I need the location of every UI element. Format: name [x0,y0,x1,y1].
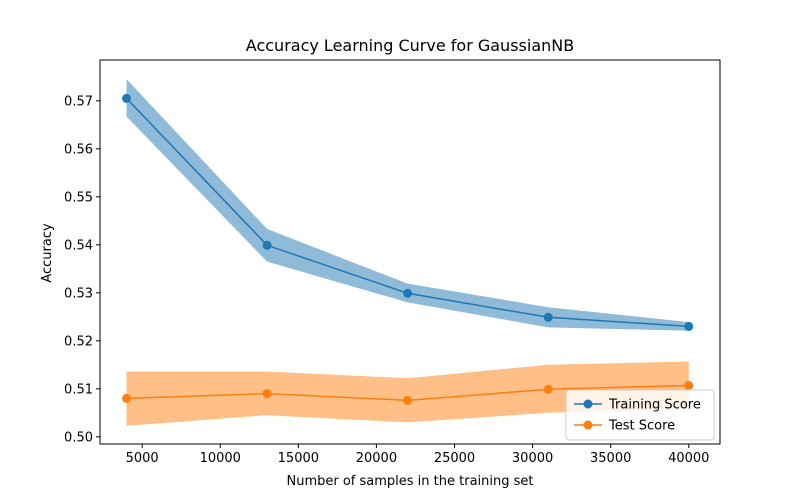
y-tick-label: 0.57 [64,94,93,109]
y-tick-label: 0.56 [64,142,93,157]
training-score-point [403,288,413,298]
test-score-band [126,361,689,426]
y-tick-label: 0.51 [64,382,93,397]
x-tick-label: 30000 [512,451,553,466]
legend-box [565,389,715,441]
training-score-point [543,312,553,322]
training-score-point [262,240,272,250]
x-tick-label: 35000 [590,451,631,466]
y-tick-label: 0.54 [64,238,93,253]
x-tick-label: 20000 [356,451,397,466]
test-score-point [122,393,132,403]
plot-frame [99,59,721,445]
x-axis-label: Number of samples in the training set [287,474,534,489]
y-axis-ticks: 0.50 0.51 0.52 0.53 0.54 0.55 0.56 0.57 [64,94,100,445]
legend-training-score-label: Training Score [608,398,701,413]
x-tick-label: 40000 [668,451,709,466]
x-tick-label: 15000 [278,451,319,466]
x-tick-label: 25000 [434,451,475,466]
test-score-point [403,395,413,405]
legend-test-score-label: Test Score [608,419,675,434]
x-axis-ticks: 5000 10000 15000 20000 25000 30000 35000 40000 [126,444,709,466]
y-axis-label: Accuracy [40,223,55,283]
y-tick-label: 0.53 [64,286,93,301]
test-score-point [262,389,272,399]
training-score-band [126,79,689,331]
test-score-point [684,380,694,390]
confidence-bands [126,79,689,426]
training-score-point [684,321,694,331]
y-tick-label: 0.55 [64,190,93,205]
chart-title: Accuracy Learning Curve for GaussianNB [246,36,574,55]
x-tick-label: 5000 [126,451,159,466]
legend-training-score-marker [583,399,593,409]
legend-test-score-marker [583,420,593,430]
x-tick-label: 10000 [200,451,241,466]
legend: Training Score Test Score [565,389,715,441]
series-markers [122,93,694,405]
y-tick-label: 0.52 [64,334,93,349]
training-score-point [122,93,132,103]
test-score-point [543,384,553,394]
y-tick-label: 0.50 [64,430,93,445]
